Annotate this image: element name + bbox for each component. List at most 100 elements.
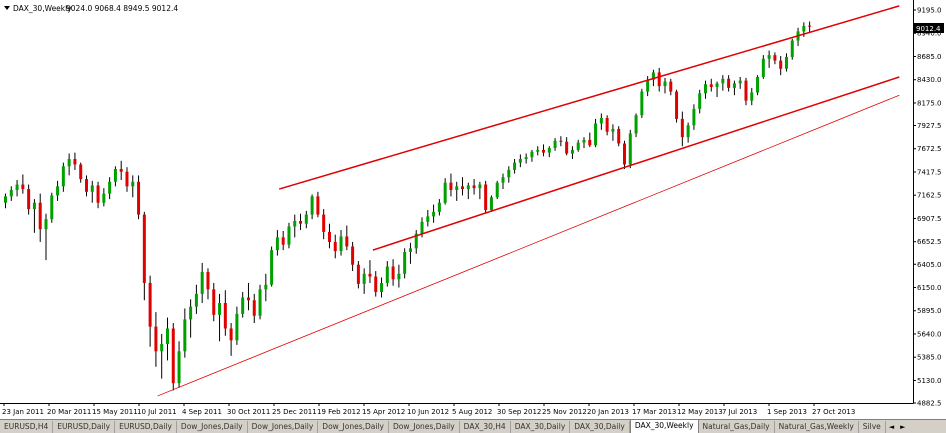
candles-layer (4, 21, 812, 391)
price-chart[interactable]: 9195.0 8940.0 8685.0 8430.0 8175.0 7927.5 7672… (0, 0, 946, 420)
channel-line[interactable] (278, 5, 900, 190)
candle-body (304, 214, 308, 224)
candle-body (779, 60, 783, 69)
candle (507, 166, 511, 183)
tab-dax-30-h4[interactable]: DAX_30,H4 (459, 421, 511, 433)
tab-eurusd-daily[interactable]: EURUSD,Daily (115, 421, 177, 433)
dropdown-arrow-icon[interactable] (4, 6, 10, 10)
candle (345, 225, 349, 251)
candle-body (518, 158, 522, 163)
x-tick-label: 25 Dec 2011 (272, 408, 317, 416)
candle (484, 180, 488, 213)
candle-body (108, 181, 112, 194)
candle (258, 284, 262, 320)
candle (501, 173, 505, 190)
tab-eurusd-h4[interactable]: EURUSD,H4 (0, 421, 54, 433)
candle-body (27, 189, 31, 210)
candle-body (21, 184, 25, 190)
candle-body (536, 149, 540, 152)
candle (628, 129, 632, 169)
tab-dax-30-weekly[interactable]: DAX_30,Weekly (629, 420, 699, 433)
candle (287, 222, 291, 249)
tab-dax-30-daily[interactable]: DAX_30,Daily (570, 421, 630, 433)
candle-body (189, 306, 193, 320)
tab-scroll-prev-icon[interactable]: ◄ (888, 423, 895, 431)
candle-body (582, 139, 586, 143)
y-tick-label: 8175.0 (917, 99, 942, 107)
candle-body (142, 214, 146, 283)
candle (403, 248, 407, 279)
candle (380, 277, 384, 298)
candle (698, 89, 702, 114)
candle-body (287, 226, 291, 245)
candle (212, 282, 216, 322)
candle-body (90, 185, 94, 192)
tab-dow-jones-daily[interactable]: Dow_Jones,Daily (247, 421, 319, 433)
candle (686, 122, 690, 143)
x-tick-label: 25 Nov 2012 (542, 408, 587, 416)
x-tick-label: 15 Apr 2012 (362, 408, 405, 416)
candle (246, 282, 250, 311)
tab-dow-jones-daily[interactable]: Dow_Jones,Daily (176, 421, 248, 433)
candle (183, 308, 187, 358)
candle-body (32, 202, 36, 210)
candle (385, 261, 389, 287)
x-tick-label: 19 Feb 2012 (317, 408, 361, 416)
tab-silve[interactable]: Silve (858, 421, 886, 433)
candle (455, 181, 459, 201)
candle (73, 152, 77, 170)
candle (466, 182, 470, 200)
candle-body (542, 149, 546, 153)
candle-body (356, 264, 360, 284)
y-tick-label: 5130.0 (917, 377, 942, 385)
y-tick-label: 7162.5 (917, 192, 942, 200)
candle (32, 199, 36, 233)
candle (275, 230, 279, 256)
candle (530, 149, 534, 162)
tab-natural-gas-daily[interactable]: Natural_Gas,Daily (698, 421, 775, 433)
candle (206, 268, 210, 300)
candle-body (420, 221, 424, 234)
candle-body (472, 185, 476, 189)
candle-body (183, 319, 187, 352)
x-tick-label: 20 Mar 2011 (47, 408, 91, 416)
tab-natural-gas-weekly[interactable]: Natural_Gas,Weekly (774, 421, 859, 433)
candle (553, 138, 557, 151)
channel-line[interactable] (372, 76, 900, 251)
x-tick-label: 1 Sep 2013 (767, 408, 807, 416)
candle-body (732, 83, 736, 88)
candle-body (680, 118, 684, 138)
candle (640, 88, 644, 118)
candle-body (651, 72, 655, 80)
candle (391, 259, 395, 286)
tab-dow-jones-daily[interactable]: Dow_Jones,Daily (388, 421, 460, 433)
candle-body (744, 80, 748, 101)
candle-body (4, 196, 7, 203)
candle (536, 146, 540, 156)
candle-body (113, 169, 117, 182)
candle (322, 209, 326, 240)
tab-dow-jones-daily[interactable]: Dow_Jones,Daily (318, 421, 389, 433)
candle (61, 162, 65, 192)
tab-dax-30-daily[interactable]: DAX_30,Daily (510, 421, 571, 433)
x-tick-label: 30 Sep 2012 (497, 408, 541, 416)
candle (478, 181, 482, 200)
candle-body (565, 141, 569, 154)
candle-body (802, 25, 806, 32)
candle (721, 75, 725, 91)
candle-body (426, 216, 430, 222)
channel-line[interactable] (157, 94, 900, 397)
candle (727, 75, 731, 92)
candle (351, 241, 355, 272)
candle-body (275, 237, 279, 251)
candle-body (252, 300, 256, 316)
candle (368, 260, 372, 283)
candle-body (605, 117, 609, 132)
candle-body (391, 266, 395, 280)
chart-tabs: EURUSD,H4 EURUSD,Daily EURUSD,Daily Dow_Jon… (0, 419, 946, 433)
tab-scroll-next-icon[interactable]: ► (900, 423, 906, 431)
tab-eurusd-daily[interactable]: EURUSD,Daily (53, 421, 116, 433)
candle (709, 78, 713, 92)
candle (356, 261, 360, 289)
candle-body (61, 166, 65, 187)
